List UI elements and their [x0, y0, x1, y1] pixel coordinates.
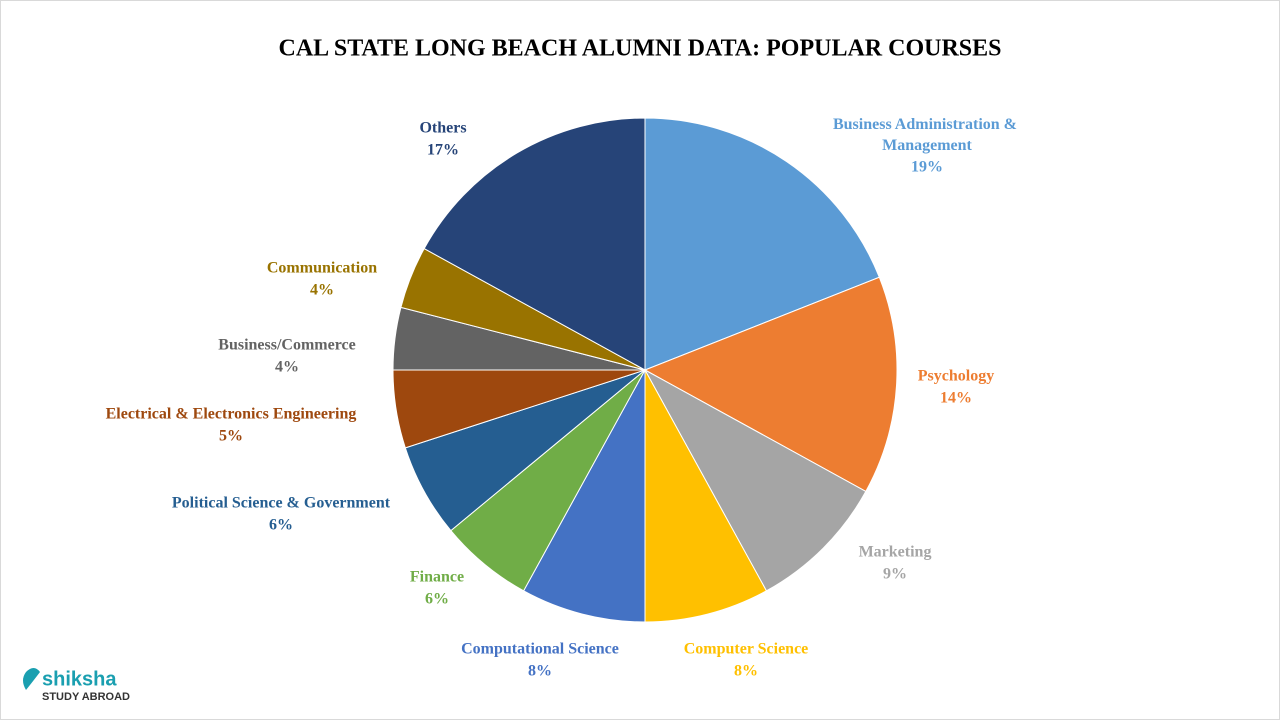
slice-value-label: 9%: [883, 566, 907, 583]
slice-label: Computational Science: [461, 641, 619, 658]
slice-value-label: 6%: [269, 517, 293, 534]
slice-value-label: 4%: [310, 282, 334, 299]
pie-slice: [643, 276, 898, 493]
logo: shiksha STUDY ABROAD: [23, 668, 130, 703]
slice-value-label: 17%: [427, 142, 459, 159]
slice-label: Psychology: [918, 368, 994, 385]
logo-tagline: STUDY ABROAD: [42, 691, 130, 703]
pie-slice: [423, 117, 646, 371]
slice-label: Others: [419, 120, 466, 137]
slice-label: Political Science & Government: [172, 495, 391, 512]
slice-value-label: 8%: [734, 663, 758, 680]
pie-slice: [644, 369, 768, 623]
slice-value-label: 4%: [275, 359, 299, 376]
slice-label: Finance: [410, 569, 464, 586]
slice-value-label: 19%: [911, 159, 943, 176]
pie-slice: [522, 369, 646, 623]
slice-label: Communication: [267, 260, 377, 277]
slice-value-label: 5%: [219, 428, 243, 445]
pie-slice: [644, 117, 880, 371]
slice-value-label: 8%: [528, 663, 552, 680]
logo-icon: [23, 668, 40, 690]
slice-value-label: 14%: [940, 390, 972, 407]
pie-slice: [643, 368, 867, 592]
slice-label: Computer Science: [684, 641, 809, 658]
slice-label: Business/Commerce: [218, 337, 355, 354]
chart-title: CAL STATE LONG BEACH ALUMNI DATA: POPULA…: [279, 36, 1002, 62]
slice-value-label: 6%: [425, 591, 449, 608]
slice-label: Electrical & Electronics Engineering: [106, 406, 357, 423]
slice-label: Business Administration & Management: [833, 116, 1021, 154]
slice-label: Marketing: [859, 544, 932, 561]
logo-name: shiksha: [42, 668, 117, 690]
